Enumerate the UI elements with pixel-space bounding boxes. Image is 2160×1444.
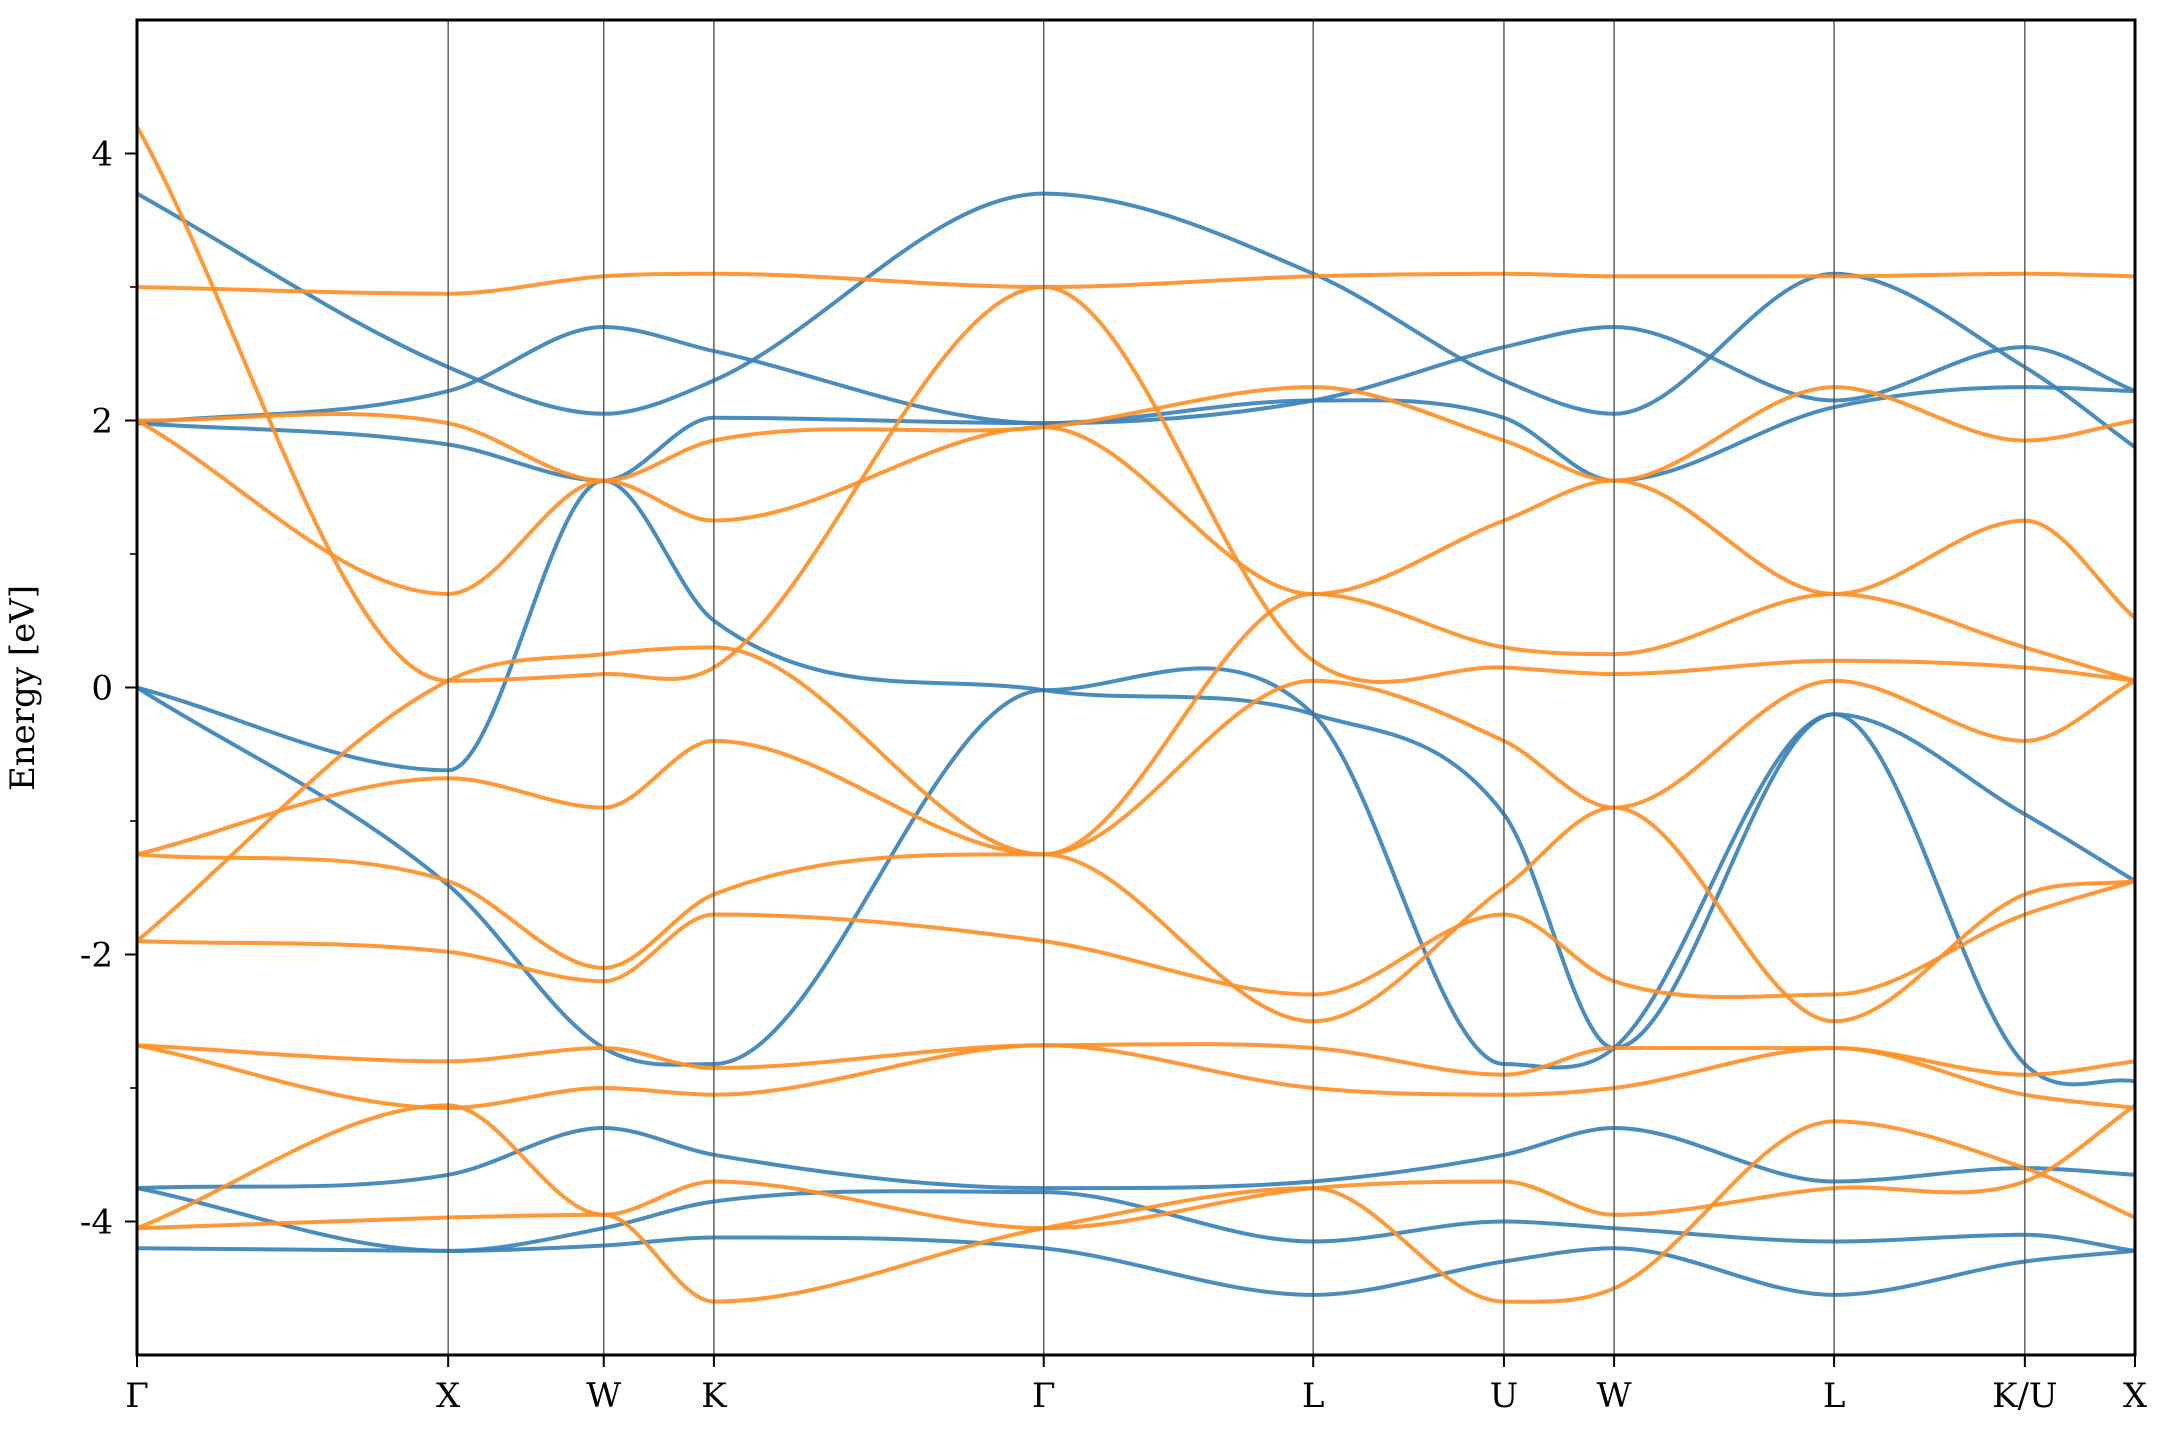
x-tick-label-9: L	[1823, 1376, 1846, 1416]
y-tick-label-4: -2	[80, 936, 113, 976]
blue-band-3	[137, 385, 2135, 483]
y-tick-label-5: -4	[80, 1203, 113, 1243]
bands-layer	[137, 125, 2135, 1304]
orange-band-11	[137, 678, 2135, 857]
x-tick-label-3: W	[586, 1376, 621, 1416]
y-tick-label-2: 2	[91, 402, 113, 442]
orange-band-14	[137, 271, 2135, 296]
x-tick-label-4: K	[701, 1376, 727, 1416]
x-tick-label-2: X	[436, 1376, 461, 1416]
orange-band-19	[137, 1103, 2135, 1231]
x-axis: Γ X W K Γ L U W L K/U X	[125, 1355, 2148, 1416]
blue-band-6	[137, 1126, 2135, 1191]
blue-band-8	[137, 1186, 2135, 1253]
orange-band-15	[137, 805, 2135, 1024]
orange-band-9	[137, 592, 2135, 943]
orange-band-18	[137, 1043, 2135, 1110]
blue-band-5	[137, 191, 2135, 449]
orange-band-16	[137, 879, 2135, 1000]
orange-band-10	[137, 125, 2135, 684]
orange-band-12	[137, 418, 2135, 620]
x-tick-label-8: W	[1597, 1376, 1632, 1416]
blue-band-4	[137, 325, 2135, 426]
x-tick-label-6: L	[1302, 1376, 1325, 1416]
x-tick-label-5: Γ	[1032, 1376, 1056, 1416]
high-symmetry-lines	[447, 20, 2026, 1355]
x-tick-label-1: Γ	[125, 1376, 149, 1416]
orange-band-13	[137, 385, 2135, 483]
x-tick-label-11: X	[2123, 1376, 2148, 1416]
y-axis-title: Energy [eV]	[3, 585, 43, 791]
y-axis: 4 2 0 -2 -4	[80, 135, 137, 1243]
x-tick-label-10: K/U	[1992, 1376, 2058, 1416]
x-tick-label-7: U	[1490, 1376, 1519, 1416]
blue-band-7	[137, 1235, 2135, 1297]
y-tick-label-1: 4	[91, 135, 113, 175]
orange-band-20	[137, 1119, 2135, 1304]
y-tick-label-3: 0	[91, 669, 113, 709]
